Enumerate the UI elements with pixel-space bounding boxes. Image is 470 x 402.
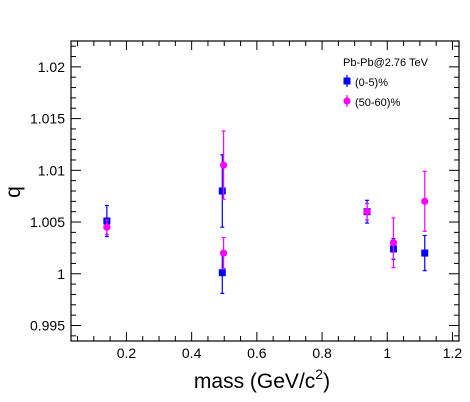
- data-point-circle: [219, 249, 228, 257]
- y-tick-label: 1.01: [38, 162, 65, 178]
- legend-label-50-60: (50-60)%: [355, 97, 400, 109]
- y-tick-label: 1: [57, 266, 65, 282]
- data-point-circle: [103, 223, 111, 231]
- series-50-60: [103, 130, 429, 270]
- data-point-square: [218, 187, 226, 195]
- data-points: [103, 130, 429, 295]
- x-tick-label: 0.2: [117, 345, 137, 361]
- plot-border: [70, 40, 460, 342]
- data-point-circle: [421, 197, 429, 205]
- legend-title: Pb-Pb@2.76 TeV: [343, 57, 429, 69]
- x-axis-title: mass (GeV/c2): [194, 366, 330, 393]
- y-tick-label: 1.02: [38, 59, 65, 75]
- x-tick-label: 0.6: [247, 345, 267, 361]
- data-point-circle: [363, 208, 371, 216]
- plot-frame: [70, 40, 460, 342]
- data-point-square: [218, 269, 226, 277]
- y-tick-label: 1.015: [30, 111, 65, 127]
- y-axis: 0.995 1 1.005 1.01 1.015 1.02: [30, 45, 459, 337]
- series-0-5: [103, 154, 429, 295]
- legend: Pb-Pb@2.76 TeV (0-5)% (50-60)%: [343, 57, 429, 109]
- y-axis-title: q: [2, 186, 25, 198]
- y-tick-label: 1.005: [30, 214, 65, 230]
- x-tick-label: 1: [383, 345, 391, 361]
- legend-label-0-30: (0-5)%: [355, 77, 388, 89]
- legend-marker-circle: [343, 97, 351, 105]
- data-point-circle: [219, 161, 228, 169]
- legend-entry-0-30: [343, 75, 351, 87]
- legend-entry-50-60: [343, 95, 351, 107]
- x-tick-label: 1.2: [443, 345, 463, 361]
- x-tick-label: 0.4: [182, 345, 202, 361]
- data-point-square: [421, 249, 429, 257]
- data-point-circle: [389, 239, 398, 247]
- x-axis: 0.2 0.4 0.6 0.8 1 1.2: [77, 41, 463, 361]
- legend-marker-square: [343, 77, 351, 85]
- y-tick-label: 0.995: [30, 317, 65, 333]
- x-tick-label: 0.8: [312, 345, 332, 361]
